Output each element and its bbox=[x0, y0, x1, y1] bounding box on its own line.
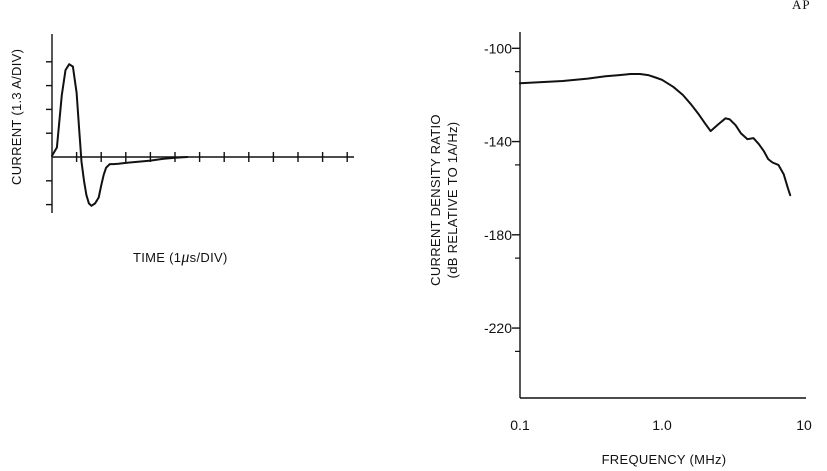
pulse-series-line bbox=[51, 63, 189, 207]
density-x-tick-label: 0.1 bbox=[510, 417, 530, 433]
density-x-tick-label: 1.0 bbox=[652, 417, 672, 433]
density-x-ticks: 0.1 1.0 10 bbox=[510, 417, 812, 433]
pulse-y-ticks bbox=[46, 61, 52, 206]
density-ratio-chart: -100 -140 -180 -220 0.1 1.0 10 CURRENT DENSIT… bbox=[428, 32, 812, 467]
pulse-x-title-mu: μ bbox=[180, 249, 189, 266]
density-y-tick-label: -140 bbox=[484, 134, 512, 150]
density-y-tick-label: -100 bbox=[484, 40, 512, 56]
corner-label: AP bbox=[792, 0, 811, 12]
density-x-axis-title: FREQUENCY (MHz) bbox=[602, 452, 727, 467]
pulse-x-title-pre: TIME (1 bbox=[133, 250, 181, 265]
pulse-x-axis-title: TIME (1μs/DIV) bbox=[133, 249, 228, 266]
pulse-y-axis-title: CURRENT (1.3 A/DIV) bbox=[9, 49, 24, 185]
density-y-tick-label: -180 bbox=[484, 227, 512, 243]
density-y-tick-label: -220 bbox=[484, 320, 512, 336]
density-series-line bbox=[519, 73, 792, 197]
pulse-x-title-post: s/DIV) bbox=[190, 250, 228, 265]
density-y-axis-title-line1: CURRENT DENSITY RATIO bbox=[428, 114, 443, 286]
current-pulse-chart: CURRENT (1.3 A/DIV) TIME (1μs/DIV) bbox=[9, 34, 354, 266]
density-x-tick-label: 10 bbox=[796, 417, 812, 433]
density-y-axis-title-line2: (dB RELATIVE TO 1A/Hz) bbox=[445, 122, 460, 279]
density-y-ticks: -100 -140 -180 -220 bbox=[484, 40, 520, 352]
